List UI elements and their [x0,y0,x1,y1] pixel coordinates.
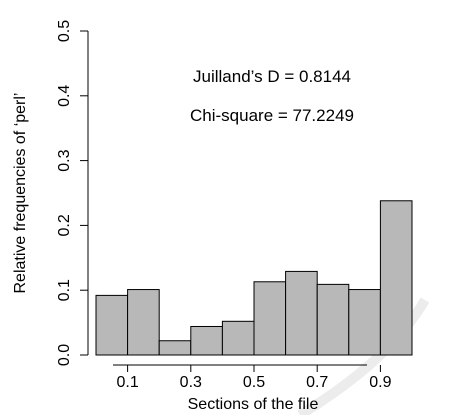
x-tick-label: 0.7 [306,374,328,391]
y-axis-label: Relative frequencies of ‘perl’ [12,93,29,294]
histogram-bar [190,325,223,356]
histogram-bar [285,270,318,356]
bars [95,200,413,356]
x-tick-label: 0.5 [243,374,265,391]
x-axis-label: Sections of the file [188,396,319,413]
histogram-bar [379,200,413,356]
y-tick-label: 0.4 [56,85,73,107]
x-tick-label: 0.3 [180,374,202,391]
histogram-bar [127,289,160,356]
y-ticks: 0.0 0.1 0.2 0.3 0.4 0.5 [56,20,88,366]
histogram-bar [316,283,350,356]
histogram-bar [348,289,381,356]
histogram-bar [221,320,255,356]
histogram-bar [95,294,129,356]
x-ticks: 0.1 0.3 0.5 0.7 0.9 [116,365,392,391]
x-tick-label: 0.9 [369,374,391,391]
annotation-chi-square: Chi-square = 77.2249 [190,106,354,125]
y-tick-label: 0.3 [56,149,73,171]
y-tick-label: 0.2 [56,214,73,236]
annotation-juilland: Juilland’s D = 0.8144 [193,67,351,86]
y-tick-label: 0.1 [56,279,73,301]
background-swoosh [297,297,430,415]
y-tick-label: 0.0 [56,344,73,366]
histogram-bar [158,340,192,356]
y-tick-label: 0.5 [56,20,73,42]
x-tick-label: 0.1 [116,374,138,391]
histogram-bar [253,281,287,356]
